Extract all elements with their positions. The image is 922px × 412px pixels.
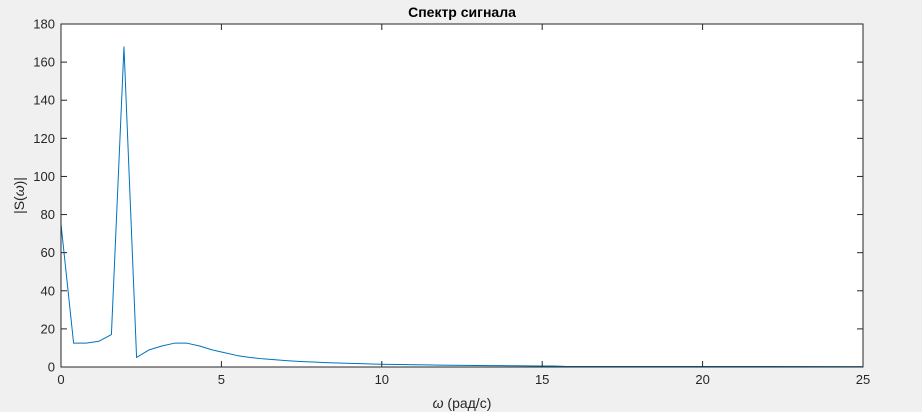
plot-area	[61, 24, 863, 367]
x-axis-label-unit: (рад/с)	[444, 395, 492, 411]
y-axis-label-prefix: |S(	[11, 196, 27, 214]
x-tick-label: 20	[695, 372, 709, 387]
x-axis-label: ω (рад/с)	[433, 395, 492, 411]
y-tick-label: 80	[41, 207, 55, 222]
y-tick-label: 20	[41, 321, 55, 336]
y-axis-label-symbol: ω	[11, 185, 27, 196]
y-tick-label: 60	[41, 245, 55, 260]
y-tick-label: 0	[48, 360, 55, 375]
y-tick-label: 180	[33, 17, 55, 32]
y-axis-label: |S(ω)|	[11, 177, 27, 214]
x-tick-label: 25	[856, 372, 870, 387]
y-tick-label: 140	[33, 93, 55, 108]
x-tick-label: 10	[375, 372, 389, 387]
x-axis-label-symbol: ω	[433, 395, 444, 411]
x-tick-label: 0	[57, 372, 64, 387]
y-tick-label: 100	[33, 169, 55, 184]
x-tick-label: 5	[218, 372, 225, 387]
series-line-0	[60, 46, 864, 368]
x-tick-label: 15	[535, 372, 549, 387]
tick-layer: 0 5 10 15 20 25 0 20 40 60 80 100 120 140 160 180	[33, 17, 870, 388]
y-tick-label: 160	[33, 55, 55, 70]
series-layer	[60, 46, 864, 368]
chart-title: Спектр сигнала	[408, 4, 516, 20]
axes-box	[60, 23, 864, 368]
y-tick-label: 40	[41, 283, 55, 298]
y-axis-label-suffix: )|	[11, 177, 27, 185]
y-tick-label: 120	[33, 131, 55, 146]
